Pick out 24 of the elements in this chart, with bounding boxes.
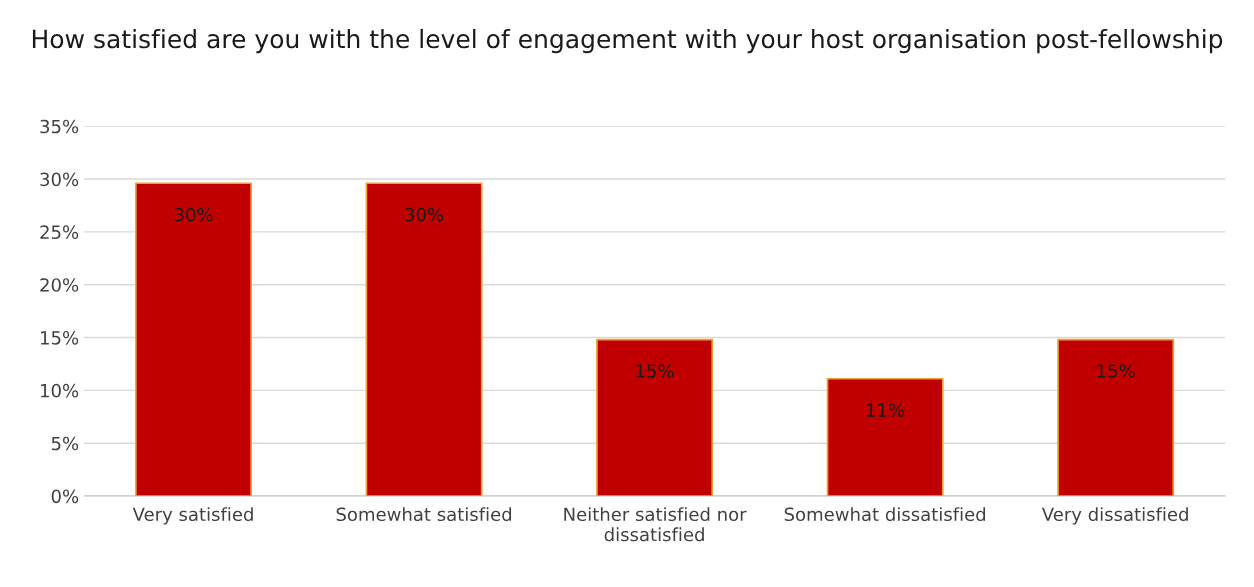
bar	[365, 182, 483, 497]
data-label: 11%	[867, 403, 905, 417]
y-tick-label: 5%	[51, 436, 79, 451]
y-tick-label: 15%	[41, 330, 79, 345]
x-tick-label: Somewhat dissatisfied	[784, 507, 986, 522]
y-tick-label: 30%	[40, 172, 79, 187]
bar	[1057, 338, 1175, 497]
y-tick-label: 35%	[40, 119, 79, 134]
bar	[135, 182, 252, 497]
bar	[596, 338, 714, 497]
y-tick-label: 10%	[41, 383, 79, 398]
x-tick-label: Very dissatisfied	[1041, 507, 1188, 525]
x-tick-label: Very satisfied	[132, 507, 253, 525]
x-tick-label: Neither satisfied nor dissatisfied	[564, 507, 747, 542]
chart-title: How satisfied are you with the level of engagement with your host organisation post-fellowship	[32, 28, 1223, 54]
y-tick-label: 0%	[51, 489, 79, 504]
x-tick-label: Somewhat satisfied	[336, 507, 512, 522]
data-label: 15%	[1097, 364, 1135, 378]
y-tick-label: 25%	[40, 225, 79, 239]
data-label: 15%	[636, 364, 674, 378]
bar	[826, 377, 944, 497]
data-label: 30%	[405, 207, 444, 222]
data-label: 30%	[174, 207, 213, 222]
y-tick-label: 20%	[40, 278, 79, 292]
